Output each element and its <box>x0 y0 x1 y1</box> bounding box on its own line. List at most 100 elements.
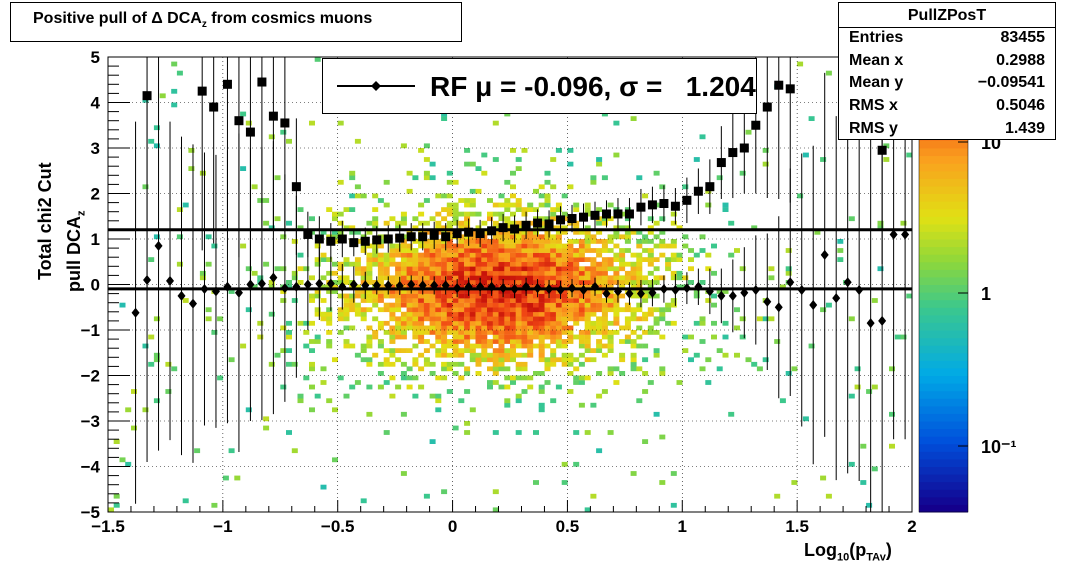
heat-cell <box>326 320 333 326</box>
data-point-square <box>762 102 772 112</box>
heat-cell <box>825 302 832 308</box>
heat-cell <box>389 316 396 322</box>
heat-cell <box>538 389 545 394</box>
heat-cell <box>578 302 585 308</box>
heat-cell <box>653 307 660 313</box>
heat-cell <box>544 366 551 372</box>
heat-cell <box>555 225 562 231</box>
palette-segment <box>919 170 968 179</box>
heat-cell <box>504 402 511 408</box>
heat-cell <box>613 302 620 308</box>
heat-cell <box>429 252 436 258</box>
heat-cell <box>286 284 292 290</box>
heat-cell <box>883 157 890 162</box>
heat-cell <box>527 348 534 353</box>
heat-cell <box>515 293 522 299</box>
heat-cell <box>653 170 660 176</box>
heat-cell <box>314 57 321 62</box>
heat-cell <box>590 493 597 499</box>
heat-cell <box>464 202 471 208</box>
palette-segment <box>919 436 968 445</box>
heat-cell <box>383 261 390 267</box>
heat-cell <box>515 202 522 208</box>
data-point-diamond <box>395 280 404 291</box>
heat-cell <box>441 325 448 331</box>
heat-cell <box>406 252 413 258</box>
data-point-diamond <box>464 281 473 292</box>
heat-cell <box>400 243 407 249</box>
heat-cell <box>452 216 459 222</box>
heat-cell <box>722 352 729 358</box>
heat-cell <box>383 275 390 281</box>
heat-cell <box>429 216 436 222</box>
heat-cell <box>412 261 419 267</box>
heat-cell <box>423 348 430 353</box>
heat-cell <box>349 193 356 199</box>
heat-cell <box>573 307 580 313</box>
heat-cell <box>395 320 402 326</box>
heat-cell <box>400 325 407 331</box>
heat-cell <box>538 293 545 299</box>
stats-row: RMS y 1.439 <box>849 120 1045 137</box>
heat-cell <box>464 257 471 262</box>
data-point-square <box>705 182 715 192</box>
heat-cell <box>533 289 539 294</box>
data-point-square <box>716 158 726 168</box>
heat-cell <box>521 211 528 217</box>
heat-cell <box>366 243 373 249</box>
heat-cell <box>504 229 511 235</box>
heat-cell <box>148 257 155 262</box>
heat-cell <box>418 275 425 281</box>
heat-cell <box>475 298 482 303</box>
heat-cell <box>441 266 448 272</box>
heat-cell <box>561 343 568 349</box>
heat-cell <box>383 266 390 272</box>
heat-cell <box>412 311 419 317</box>
heat-cell <box>573 430 580 435</box>
heat-cell <box>423 157 430 162</box>
heat-cell <box>441 275 448 281</box>
heat-cell <box>435 275 442 281</box>
heat-cell <box>257 320 264 326</box>
heat-cell <box>423 266 430 272</box>
heat-cell <box>791 480 798 485</box>
heat-cell <box>320 229 327 235</box>
heat-cell <box>584 293 591 299</box>
heat-cell <box>590 270 597 276</box>
heat-cell <box>475 325 482 331</box>
y-tick-label: −4 <box>81 458 101 477</box>
heat-cell <box>481 248 488 253</box>
y-tick-label: 1 <box>91 230 100 249</box>
heat-cell <box>510 193 516 199</box>
heat-cell <box>504 198 511 203</box>
heat-cell <box>705 188 712 194</box>
heat-cell <box>406 188 413 194</box>
heat-cell <box>550 270 557 276</box>
heat-cell <box>475 357 482 363</box>
heat-cell <box>240 166 247 171</box>
heat-cell <box>584 334 591 340</box>
heat-cell <box>630 280 637 285</box>
heat-cell <box>464 266 471 272</box>
heat-cell <box>728 252 735 258</box>
heat-cell <box>578 243 585 249</box>
palette-segment <box>919 481 968 490</box>
heat-cell <box>423 143 430 149</box>
heat-cell <box>521 275 528 281</box>
heat-cell <box>699 134 706 140</box>
heat-cell <box>458 239 465 244</box>
heat-cell <box>630 366 637 372</box>
heat-cell <box>515 289 522 294</box>
heat-cell <box>389 289 396 294</box>
heat-cell <box>389 311 396 317</box>
heat-cell <box>515 284 522 290</box>
heat-cell <box>395 348 402 353</box>
heat-cell <box>555 266 562 272</box>
heat-cell <box>584 248 591 253</box>
heat-cell <box>877 220 884 226</box>
data-series <box>131 57 910 512</box>
heat-cell <box>337 179 344 185</box>
heat-cell <box>504 320 511 326</box>
heat-cell <box>400 252 407 258</box>
heat-cell <box>441 261 448 267</box>
